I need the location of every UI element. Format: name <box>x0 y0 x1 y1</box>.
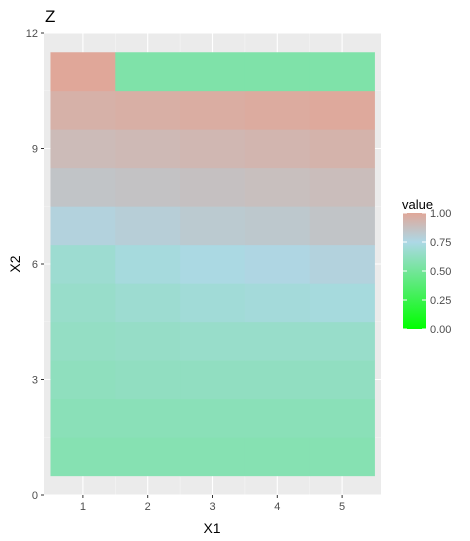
heatmap-tile <box>309 52 375 92</box>
heatmap-tile <box>115 167 181 207</box>
heatmap-tile <box>50 437 116 477</box>
y-tick-label: 12 <box>26 28 38 40</box>
y-axis-title: X2 <box>7 255 23 272</box>
heatmap-tile <box>309 206 375 246</box>
heatmap-tile <box>50 360 116 400</box>
heatmap-tile <box>50 244 116 284</box>
heatmap-tile <box>244 437 311 477</box>
legend-tick-label: 0.75 <box>430 237 451 249</box>
heatmap-tile <box>180 206 246 246</box>
heatmap-tile <box>50 398 116 438</box>
y-tick-label: 6 <box>32 259 38 271</box>
heatmap-tile <box>180 129 246 169</box>
heatmap-tile <box>180 167 246 207</box>
y-tick-label: 3 <box>32 375 38 387</box>
heatmap-tile <box>244 167 311 207</box>
heatmap-tile <box>180 283 246 323</box>
legend-tick-label: 0.25 <box>430 295 451 307</box>
heatmap-tile <box>244 283 311 323</box>
x-tick-label: 4 <box>274 501 280 513</box>
heatmap-tile <box>180 321 246 361</box>
heatmap-tile <box>244 90 311 130</box>
heatmap-tile <box>50 206 116 246</box>
heatmap-tile <box>309 244 375 284</box>
heatmap-tile <box>115 321 181 361</box>
heatmap-tile <box>50 167 116 207</box>
heatmap-tile <box>115 52 181 92</box>
heatmap-tile <box>50 90 116 130</box>
heatmap-tile <box>244 321 311 361</box>
heatmap-tile <box>309 321 375 361</box>
x-axis-ticks: 1 2 3 4 5 <box>80 495 345 513</box>
heatmap-tile <box>115 283 181 323</box>
legend-tick-label: 1.00 <box>430 208 451 220</box>
heatmap-tile <box>309 398 375 438</box>
y-tick-label: 0 <box>32 490 38 502</box>
legend: value 0.00 0.25 0.50 0.75 1.00 <box>402 197 451 336</box>
heatmap-tile <box>309 90 375 130</box>
heatmap-tile <box>115 244 181 284</box>
heatmap-tile <box>244 398 311 438</box>
heatmap-tile <box>180 360 246 400</box>
y-tick-label: 9 <box>32 144 38 156</box>
x-tick-label: 3 <box>209 501 215 513</box>
heatmap-tile <box>180 437 246 477</box>
heatmap-tile <box>309 167 375 207</box>
legend-title: value <box>402 197 433 212</box>
heatmap-tile <box>244 129 311 169</box>
heatmap-tile <box>309 437 375 477</box>
heatmap-tile <box>309 129 375 169</box>
heatmap-tile <box>180 90 246 130</box>
chart-title: Z <box>45 7 55 26</box>
legend-tick-label: 0.50 <box>430 266 451 278</box>
heatmap-tile <box>180 398 246 438</box>
x-tick-label: 5 <box>339 501 345 513</box>
legend-colorbar <box>403 213 426 329</box>
heatmap-tile <box>50 321 116 361</box>
legend-ticks: 0.00 0.25 0.50 0.75 1.00 <box>403 208 451 336</box>
heatmap-tile <box>115 437 181 477</box>
heatmap-tile <box>115 398 181 438</box>
heatmap-tile <box>115 206 181 246</box>
heatmap-tiles <box>50 52 375 477</box>
heatmap-tile <box>180 52 246 92</box>
heatmap-tile <box>309 283 375 323</box>
heatmap-tile <box>115 360 181 400</box>
heatmap-tile <box>115 90 181 130</box>
legend-tick-label: 0.00 <box>430 324 451 336</box>
x-tick-label: 2 <box>145 501 151 513</box>
x-tick-label: 1 <box>80 501 86 513</box>
heatmap-tile <box>50 283 116 323</box>
heatmap-tile <box>309 360 375 400</box>
heatmap-tile <box>115 129 181 169</box>
x-axis-title: X1 <box>203 520 220 536</box>
heatmap-tile <box>244 52 311 92</box>
heatmap-tile <box>50 52 116 92</box>
y-axis-ticks: 0 3 6 9 12 <box>26 28 44 502</box>
heatmap-tile <box>244 360 311 400</box>
heatmap-tile <box>180 244 246 284</box>
plot-panel <box>44 32 381 496</box>
heatmap-tile <box>244 244 311 284</box>
heatmap-tile <box>244 206 311 246</box>
heatmap-tile <box>50 129 116 169</box>
